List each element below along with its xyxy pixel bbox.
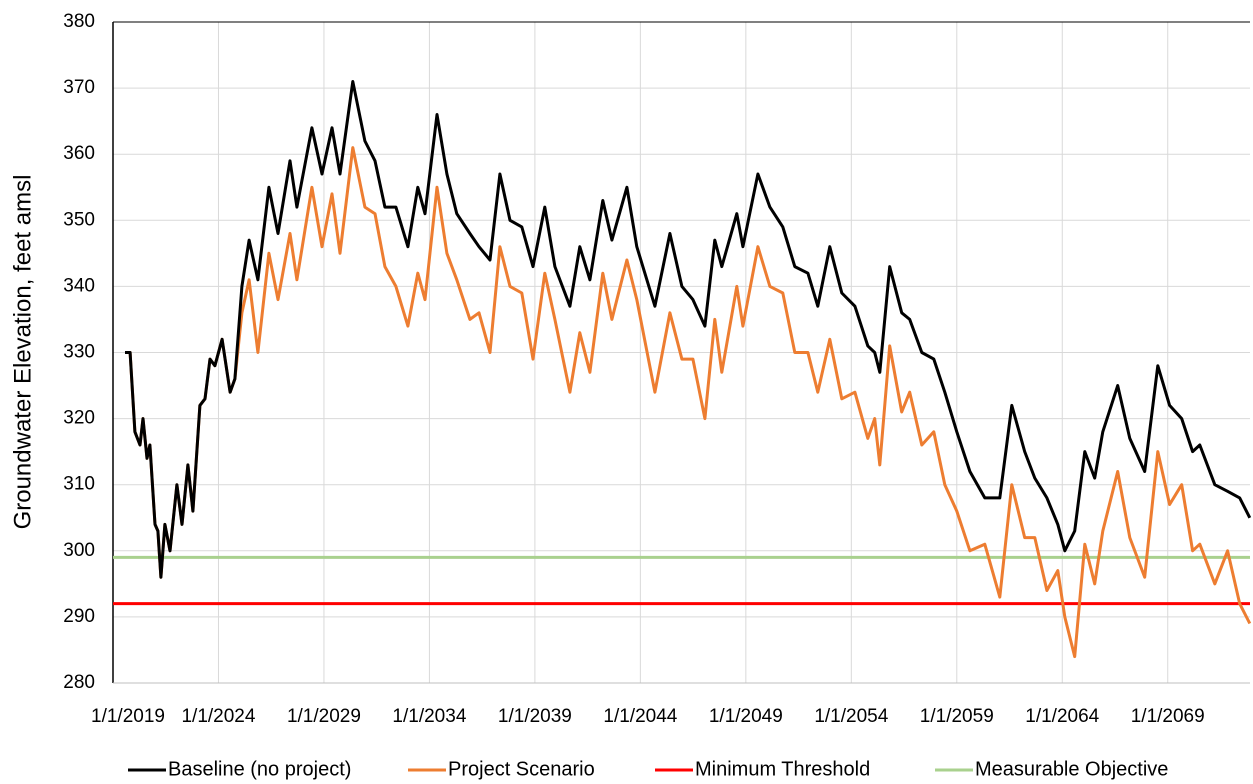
y-tick-label: 310 bbox=[63, 474, 95, 495]
y-tick-label: 280 bbox=[63, 672, 95, 693]
y-tick-label: 320 bbox=[63, 408, 95, 429]
x-tick-label: 1/1/2059 bbox=[920, 706, 994, 727]
x-tick-label: 1/1/2019 bbox=[91, 706, 165, 727]
legend-label: Measurable Objective bbox=[975, 758, 1168, 780]
x-tick-label: 1/1/2049 bbox=[709, 706, 783, 727]
x-tick-label: 1/1/2069 bbox=[1131, 706, 1205, 727]
y-tick-label: 380 bbox=[63, 11, 95, 32]
legend-label: Baseline (no project) bbox=[168, 758, 351, 780]
y-tick-label: 330 bbox=[63, 342, 95, 363]
y-axis-label: Groundwater Elevation, feet amsl bbox=[9, 175, 36, 530]
legend-label: Minimum Threshold bbox=[695, 758, 870, 780]
series-line bbox=[125, 146, 1252, 659]
y-tick-label: 360 bbox=[63, 143, 95, 164]
y-tick-label: 300 bbox=[63, 540, 95, 561]
y-tick-label: 290 bbox=[63, 606, 95, 627]
x-tick-label: 1/1/2024 bbox=[181, 706, 255, 727]
y-tick-label: 340 bbox=[63, 275, 95, 296]
series-line bbox=[125, 80, 1252, 579]
x-tick-label: 1/1/2034 bbox=[392, 706, 466, 727]
x-tick-label: 1/1/2029 bbox=[287, 706, 361, 727]
legend-label: Project Scenario bbox=[448, 758, 595, 780]
y-tick-label: 350 bbox=[63, 209, 95, 230]
x-tick-label: 1/1/2044 bbox=[603, 706, 677, 727]
x-tick-label: 1/1/2039 bbox=[498, 706, 572, 727]
x-tick-label: 1/1/2054 bbox=[814, 706, 888, 727]
x-tick-label: 1/1/2064 bbox=[1025, 706, 1099, 727]
y-tick-label: 370 bbox=[63, 77, 95, 98]
